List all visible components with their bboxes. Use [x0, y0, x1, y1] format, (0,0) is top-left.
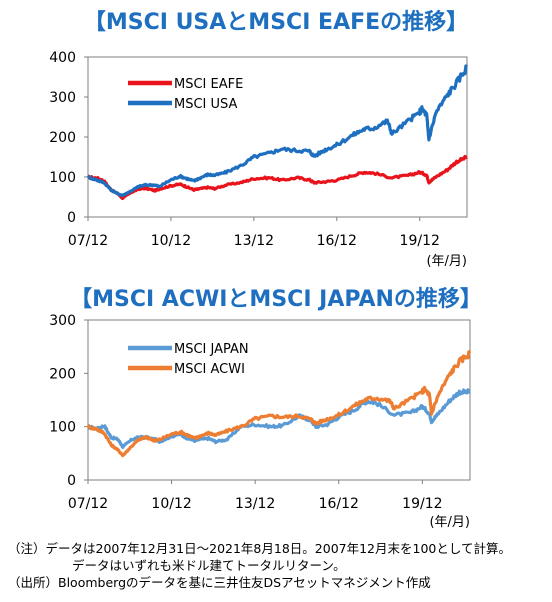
legend: MSCI EAFE MSCI USA [128, 77, 243, 112]
x-unit-label: (年/月) [426, 254, 467, 269]
series-line-msci-usa [86, 64, 469, 198]
y-tick-label: 0 [67, 210, 76, 226]
series-line-msci-japan [87, 388, 471, 449]
x-tick-label: 07/12 [68, 233, 108, 249]
x-tick-label: 13/12 [235, 496, 275, 512]
note-line-3: （出所）Bloombergのデータを基に三井住友DSアセットマネジメント作成 [8, 575, 431, 590]
legend-label: MSCI USA [174, 97, 238, 112]
y-axis: 0 100 200 300 [49, 313, 88, 489]
series-line-msci-eafe [87, 154, 468, 201]
series-lines [86, 350, 472, 458]
y-tick-label: 300 [49, 313, 76, 329]
x-tick-label: 10/12 [151, 496, 191, 512]
chart-title-usa-eafe: 【MSCI USAとMSCI EAFEの推移】 [83, 10, 469, 35]
footnotes: （注）データは2007年12月31日～2021年8月18日。2007年12月末を… [8, 540, 511, 591]
y-tick-label: 400 [49, 50, 76, 66]
y-tick-label: 200 [49, 366, 76, 382]
y-axis: 0 100 200 300 400 [49, 50, 88, 226]
y-tick-label: 300 [49, 90, 76, 106]
note-line-2: データはいずれも米ドル建てトータルリターン。 [72, 558, 346, 573]
note-line-1: （注）データは2007年12月31日～2021年8月18日。2007年12月末を… [8, 541, 511, 556]
x-tick-label: 16/12 [319, 496, 359, 512]
x-tick-label: 19/12 [402, 496, 442, 512]
series-line-msci-acwi [86, 350, 472, 458]
x-axis: 07/12 10/12 13/12 16/12 19/12 [68, 480, 443, 512]
x-tick-label: 16/12 [317, 233, 357, 249]
legend: MSCI JAPAN MSCI ACWI [128, 342, 249, 377]
y-tick-label: 200 [49, 130, 76, 146]
legend-label: MSCI JAPAN [174, 342, 249, 357]
legend-label: MSCI EAFE [174, 77, 243, 92]
legend-label: MSCI ACWI [174, 362, 245, 377]
x-axis: 07/12 10/12 13/12 16/12 19/12 [68, 217, 440, 249]
series-lines [86, 64, 469, 201]
x-tick-label: 13/12 [234, 233, 274, 249]
y-tick-label: 0 [67, 473, 76, 489]
plot-area [87, 319, 471, 481]
acwi-japan-chart: 0 100 200 300 07/12 10/12 13/12 16/12 19/12 MSC… [49, 313, 472, 530]
x-tick-label: 19/12 [400, 233, 440, 249]
chart-title-acwi-japan: 【MSCI ACWIとMSCI JAPANの推移】 [70, 287, 482, 312]
x-tick-label: 10/12 [151, 233, 191, 249]
x-tick-label: 07/12 [68, 496, 108, 512]
y-tick-label: 100 [49, 170, 76, 186]
x-unit-label: (年/月) [429, 515, 470, 530]
y-tick-label: 100 [49, 420, 76, 436]
